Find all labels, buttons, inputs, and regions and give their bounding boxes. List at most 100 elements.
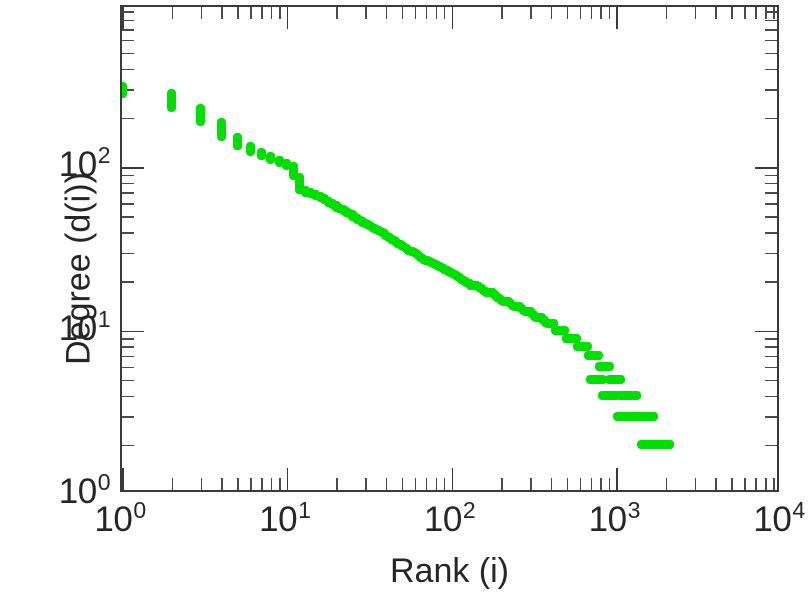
axis-tick bbox=[122, 29, 134, 31]
axis-tick bbox=[122, 39, 134, 42]
axis-tick bbox=[773, 478, 775, 490]
axis-tick bbox=[401, 478, 404, 490]
axis-tick bbox=[530, 7, 532, 19]
plot-frame bbox=[120, 5, 779, 492]
axis-tick bbox=[279, 7, 281, 19]
data-point bbox=[232, 141, 242, 151]
axis-tick bbox=[200, 7, 203, 19]
axis-tick bbox=[694, 478, 697, 490]
axis-tick bbox=[200, 478, 203, 490]
data-point bbox=[615, 375, 625, 385]
axis-tick bbox=[665, 478, 668, 490]
data-point bbox=[306, 188, 316, 198]
axis-tick bbox=[451, 7, 453, 29]
axis-tick bbox=[501, 7, 503, 19]
data-point bbox=[196, 116, 206, 126]
axis-tick bbox=[590, 478, 593, 490]
axis-tick bbox=[122, 379, 134, 382]
axis-tick bbox=[261, 7, 263, 19]
axis-tick bbox=[122, 11, 134, 13]
axis-tick bbox=[765, 395, 777, 398]
data-point bbox=[680, 489, 690, 490]
axis-tick bbox=[122, 192, 134, 194]
data-point bbox=[657, 440, 667, 450]
axis-tick bbox=[765, 338, 777, 340]
axis-tick bbox=[425, 478, 428, 490]
axis-tick bbox=[600, 7, 602, 19]
axis-tick bbox=[122, 203, 134, 205]
axis-tick bbox=[435, 7, 438, 19]
axis-tick bbox=[122, 232, 134, 234]
data-point bbox=[604, 362, 614, 372]
axis-tick bbox=[715, 7, 717, 19]
axis-tick bbox=[731, 478, 733, 490]
axis-tick bbox=[414, 478, 417, 490]
axis-tick bbox=[765, 39, 777, 42]
data-point bbox=[572, 333, 582, 343]
data-point bbox=[593, 351, 603, 361]
axis-tick bbox=[286, 7, 289, 29]
data-point bbox=[216, 131, 226, 141]
axis-tick bbox=[122, 68, 134, 71]
axis-tick bbox=[336, 478, 338, 490]
x-tick-label: 100 bbox=[94, 497, 146, 539]
axis-tick bbox=[755, 330, 777, 333]
axis-tick bbox=[616, 468, 618, 490]
axis-tick bbox=[765, 216, 777, 218]
axis-tick bbox=[694, 7, 697, 19]
data-point bbox=[311, 191, 321, 201]
axis-tick bbox=[765, 192, 777, 194]
axis-tick bbox=[765, 355, 777, 358]
axis-tick bbox=[365, 7, 367, 19]
axis-tick bbox=[765, 7, 767, 19]
axis-tick bbox=[122, 182, 134, 185]
axis-tick bbox=[122, 167, 144, 169]
data-point bbox=[612, 391, 622, 401]
axis-tick bbox=[414, 7, 417, 19]
x-tick-label: 103 bbox=[588, 497, 641, 539]
axis-tick bbox=[270, 478, 273, 490]
axis-tick bbox=[221, 478, 223, 490]
axis-tick bbox=[122, 89, 134, 91]
axis-tick bbox=[665, 7, 668, 19]
axis-tick bbox=[715, 478, 717, 490]
axis-tick bbox=[755, 7, 757, 19]
axis-tick bbox=[773, 7, 775, 19]
axis-tick bbox=[765, 19, 777, 22]
data-point bbox=[256, 151, 266, 161]
axis-tick bbox=[279, 478, 281, 490]
axis-tick bbox=[122, 444, 134, 447]
x-axis-title: Rank (i) bbox=[389, 552, 510, 590]
axis-tick bbox=[755, 478, 757, 490]
axis-tick bbox=[365, 478, 367, 490]
axis-tick bbox=[237, 7, 239, 19]
axis-tick bbox=[122, 174, 134, 177]
data-point bbox=[266, 154, 276, 164]
y-tick-label: 101 bbox=[58, 305, 111, 348]
axis-tick bbox=[765, 281, 777, 283]
data-point bbox=[665, 440, 675, 450]
axis-tick bbox=[765, 232, 777, 234]
y-tick-label: 100 bbox=[58, 469, 111, 511]
axis-tick bbox=[122, 330, 144, 333]
axis-tick bbox=[566, 7, 569, 19]
axis-tick bbox=[435, 478, 438, 490]
data-point bbox=[122, 88, 127, 98]
axis-tick bbox=[765, 89, 777, 91]
data-point bbox=[245, 146, 255, 156]
axis-tick bbox=[765, 346, 777, 348]
axis-tick bbox=[171, 478, 174, 490]
axis-tick bbox=[122, 395, 134, 398]
axis-tick bbox=[250, 478, 252, 490]
axis-tick bbox=[336, 7, 338, 19]
axis-tick bbox=[744, 7, 746, 19]
axis-tick bbox=[171, 7, 174, 19]
axis-tick bbox=[765, 117, 777, 120]
y-axis-title: Degree (d(i)) bbox=[59, 172, 98, 365]
axis-tick bbox=[530, 478, 532, 490]
axis-tick bbox=[443, 7, 446, 19]
axis-tick bbox=[261, 478, 263, 490]
x-tick-label: 104 bbox=[753, 497, 805, 539]
axis-tick bbox=[744, 478, 746, 490]
